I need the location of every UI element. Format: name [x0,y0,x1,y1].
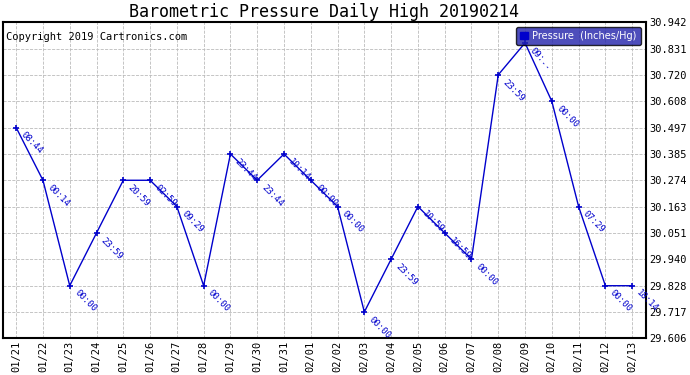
Text: 00:00: 00:00 [340,209,366,235]
Text: 00:00: 00:00 [555,104,580,129]
Text: 00:00: 00:00 [608,288,633,314]
Text: 00:14: 00:14 [46,183,71,209]
Text: 23:59: 23:59 [99,236,125,261]
Text: 00:00: 00:00 [206,288,232,314]
Text: 00:00: 00:00 [72,288,98,314]
Text: 23:44: 23:44 [233,157,259,182]
Text: 16:59: 16:59 [448,236,473,261]
Text: 02:59: 02:59 [153,183,178,209]
Text: 00:00: 00:00 [367,315,393,340]
Title: Barometric Pressure Daily High 20190214: Barometric Pressure Daily High 20190214 [129,3,519,21]
Text: 09:..: 09:.. [528,46,553,71]
Text: 10:14: 10:14 [287,157,312,182]
Text: 23:44: 23:44 [260,183,286,209]
Text: 20:59: 20:59 [126,183,151,209]
Text: 18:14: 18:14 [635,288,660,314]
Legend: Pressure  (Inches/Hg): Pressure (Inches/Hg) [516,27,641,45]
Text: 07:29: 07:29 [582,209,607,235]
Text: Copyright 2019 Cartronics.com: Copyright 2019 Cartronics.com [6,32,187,42]
Text: 09:29: 09:29 [179,209,205,235]
Text: 23:59: 23:59 [394,262,420,287]
Text: 08:44: 08:44 [19,130,44,156]
Text: 23:59: 23:59 [501,78,526,103]
Text: 00:00: 00:00 [313,183,339,209]
Text: 00:00: 00:00 [474,262,500,287]
Text: 10:59: 10:59 [421,209,446,235]
